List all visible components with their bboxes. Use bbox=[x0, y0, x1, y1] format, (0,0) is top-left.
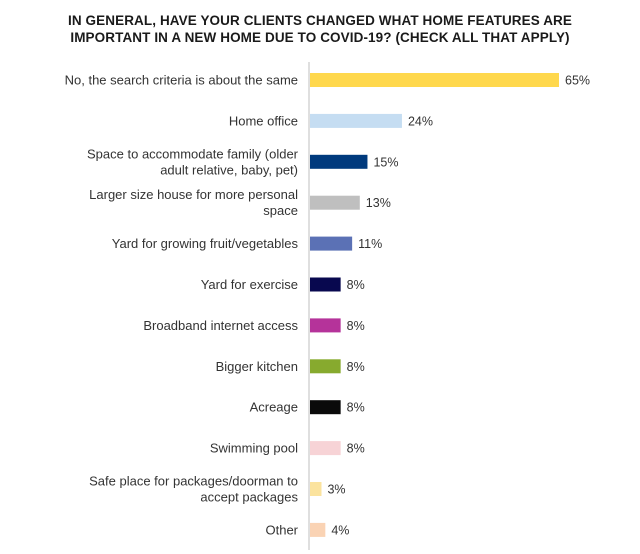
category-label-1-line-0: Home office bbox=[229, 113, 298, 128]
value-label-7: 8% bbox=[347, 360, 365, 374]
value-label-8: 8% bbox=[347, 401, 365, 415]
category-label-0: No, the search criteria is about the sam… bbox=[65, 73, 298, 88]
category-label-6-line-0: Broadband internet access bbox=[143, 318, 298, 333]
bar-1 bbox=[310, 113, 402, 128]
bar-0 bbox=[310, 73, 559, 87]
value-label-6: 8% bbox=[347, 319, 365, 333]
bar-11 bbox=[310, 522, 326, 537]
value-label-11: 4% bbox=[331, 523, 349, 537]
category-label-3: Larger size house for more personal space bbox=[89, 187, 298, 218]
value-label-2: 15% bbox=[373, 155, 398, 169]
category-label-8: Acreage bbox=[250, 400, 298, 415]
bar-3 bbox=[310, 195, 360, 210]
bar-8 bbox=[310, 400, 341, 415]
bar-9 bbox=[310, 441, 341, 456]
category-label-4-line-0: Yard for growing fruit/vegetables bbox=[112, 236, 299, 251]
category-label-2: Space to accommodate family (older adult … bbox=[87, 146, 299, 177]
category-label-3-line-1: space bbox=[263, 203, 298, 218]
category-label-4: Yard for growing fruit/vegetables bbox=[112, 236, 299, 251]
category-label-9: Swimming pool bbox=[210, 441, 298, 456]
bar-10 bbox=[310, 482, 322, 496]
category-label-2-line-1: adult relative, baby, pet) bbox=[160, 162, 298, 177]
category-label-5: Yard for exercise bbox=[201, 277, 298, 292]
category-label-7-line-0: Bigger kitchen bbox=[216, 359, 298, 374]
category-label-10: Safe place for packages/doorman to accept… bbox=[89, 474, 298, 505]
category-label-0-line-0: No, the search criteria is about the sam… bbox=[65, 73, 298, 88]
category-label-9-line-0: Swimming pool bbox=[210, 441, 298, 456]
value-labels-group: 65% 24% 15% 13% 11% 8% 8% 8% 8% 8% 3% 4% bbox=[327, 74, 590, 538]
value-label-3: 13% bbox=[366, 196, 391, 210]
category-label-3-line-0: Larger size house for more personal bbox=[89, 187, 298, 202]
category-label-5-line-0: Yard for exercise bbox=[201, 277, 298, 292]
category-label-6: Broadband internet access bbox=[143, 318, 298, 333]
chart-title-line-2: IMPORTANT IN A NEW HOME DUE TO COVID-19?… bbox=[70, 30, 570, 45]
category-label-10-line-0: Safe place for packages/doorman to bbox=[89, 474, 298, 489]
category-label-10-line-1: accept packages bbox=[200, 490, 298, 505]
bars-group bbox=[310, 73, 559, 537]
bar-4 bbox=[310, 236, 353, 251]
category-label-11: Other bbox=[265, 522, 298, 537]
bar-5 bbox=[310, 277, 341, 292]
chart-title: IN GENERAL, HAVE YOUR CLIENTS CHANGED WH… bbox=[0, 12, 640, 46]
bar-6 bbox=[310, 318, 341, 333]
chart-title-line-1: IN GENERAL, HAVE YOUR CLIENTS CHANGED WH… bbox=[67, 13, 573, 28]
value-label-0: 65% bbox=[565, 74, 590, 88]
category-label-11-line-0: Other bbox=[265, 522, 298, 537]
value-label-9: 8% bbox=[347, 442, 365, 456]
category-label-2-line-0: Space to accommodate family (older bbox=[87, 146, 299, 161]
category-label-7: Bigger kitchen bbox=[216, 359, 298, 374]
category-labels-group: No, the search criteria is about the sam… bbox=[65, 73, 299, 538]
category-label-1: Home office bbox=[229, 113, 298, 128]
bar-2 bbox=[310, 154, 368, 169]
value-label-5: 8% bbox=[347, 278, 365, 292]
value-label-4: 11% bbox=[358, 237, 382, 251]
category-label-8-line-0: Acreage bbox=[250, 400, 298, 415]
value-label-10: 3% bbox=[327, 483, 345, 497]
value-label-1: 24% bbox=[408, 114, 433, 128]
bar-7 bbox=[310, 359, 341, 374]
